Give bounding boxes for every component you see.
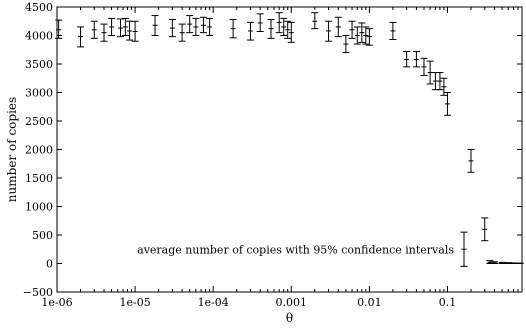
y-axis-title: number of copies [5, 97, 19, 202]
y-tick-label: 1500 [25, 172, 53, 185]
y-tick-label: 0 [46, 258, 53, 271]
x-tick-label: 0.1 [439, 296, 457, 309]
x-tick-label: 0.01 [357, 296, 382, 309]
y-tick-label: −500 [23, 286, 53, 299]
y-tick-label: 2500 [25, 115, 53, 128]
y-tick-label: 4000 [25, 30, 53, 43]
y-tick-label: 3500 [25, 58, 53, 71]
plot-layer: −500 0 500 1000 1500 2000 2500 3000 3500 4000 4500… [5, 1, 524, 325]
y-tick-label: 1000 [25, 201, 53, 214]
x-tick-label: 0.001 [276, 296, 308, 309]
x-tick-label: 1e-05 [119, 296, 150, 309]
y-tick-label: 3000 [25, 87, 53, 100]
x-axis-title: θ [286, 311, 293, 325]
x-tick-label: 1e-06 [41, 296, 72, 309]
x-tick-label: 1e-04 [198, 296, 229, 309]
y-tick-label: 500 [32, 229, 53, 242]
y-tick-label: 4500 [25, 1, 53, 14]
y-tick-label: 2000 [25, 144, 53, 157]
legend-label: average number of copies with 95% confid… [137, 243, 454, 256]
